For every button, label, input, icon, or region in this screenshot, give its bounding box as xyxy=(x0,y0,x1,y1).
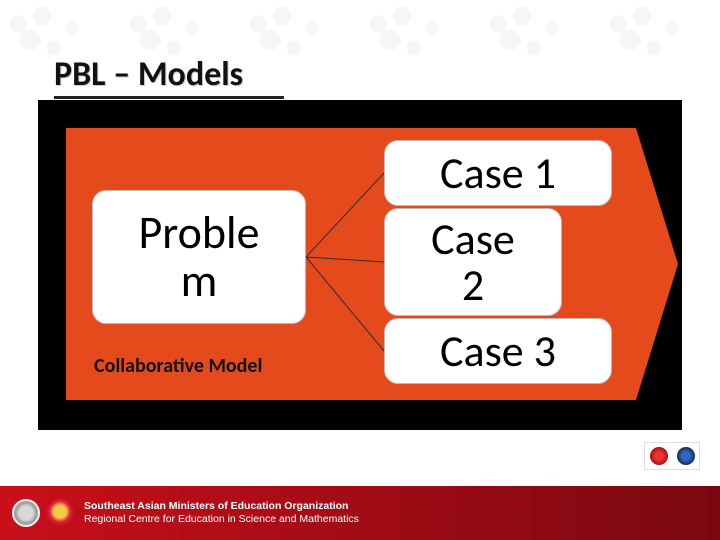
node-case2: Case 2 xyxy=(384,208,562,316)
footer-bar: Southeast Asian Ministers of Education O… xyxy=(0,486,720,540)
gear-icon xyxy=(12,499,40,527)
node-case3-label: Case 3 xyxy=(440,328,556,374)
mini-logo-1-icon xyxy=(650,447,668,465)
node-problem: Proble m xyxy=(92,190,306,324)
corner-logos xyxy=(644,442,700,470)
footer-line2: Regional Centre for Education in Science… xyxy=(84,513,359,526)
mini-logo-2-icon xyxy=(677,447,695,465)
node-case3: Case 3 xyxy=(384,318,612,384)
node-case1: Case 1 xyxy=(384,140,612,206)
chevron-panel-arrow xyxy=(636,128,678,400)
node-case2-label: Case 2 xyxy=(431,216,515,308)
footer-line1: Southeast Asian Ministers of Education O… xyxy=(84,500,359,513)
node-case1-label: Case 1 xyxy=(440,150,556,196)
node-problem-label: Proble m xyxy=(139,209,260,306)
slide-title: PBL – Models xyxy=(54,54,243,95)
diagram-subtitle: Collaborative Model xyxy=(94,354,262,378)
footer-org-text: Southeast Asian Ministers of Education O… xyxy=(84,500,359,526)
recsam-icon xyxy=(46,499,74,527)
